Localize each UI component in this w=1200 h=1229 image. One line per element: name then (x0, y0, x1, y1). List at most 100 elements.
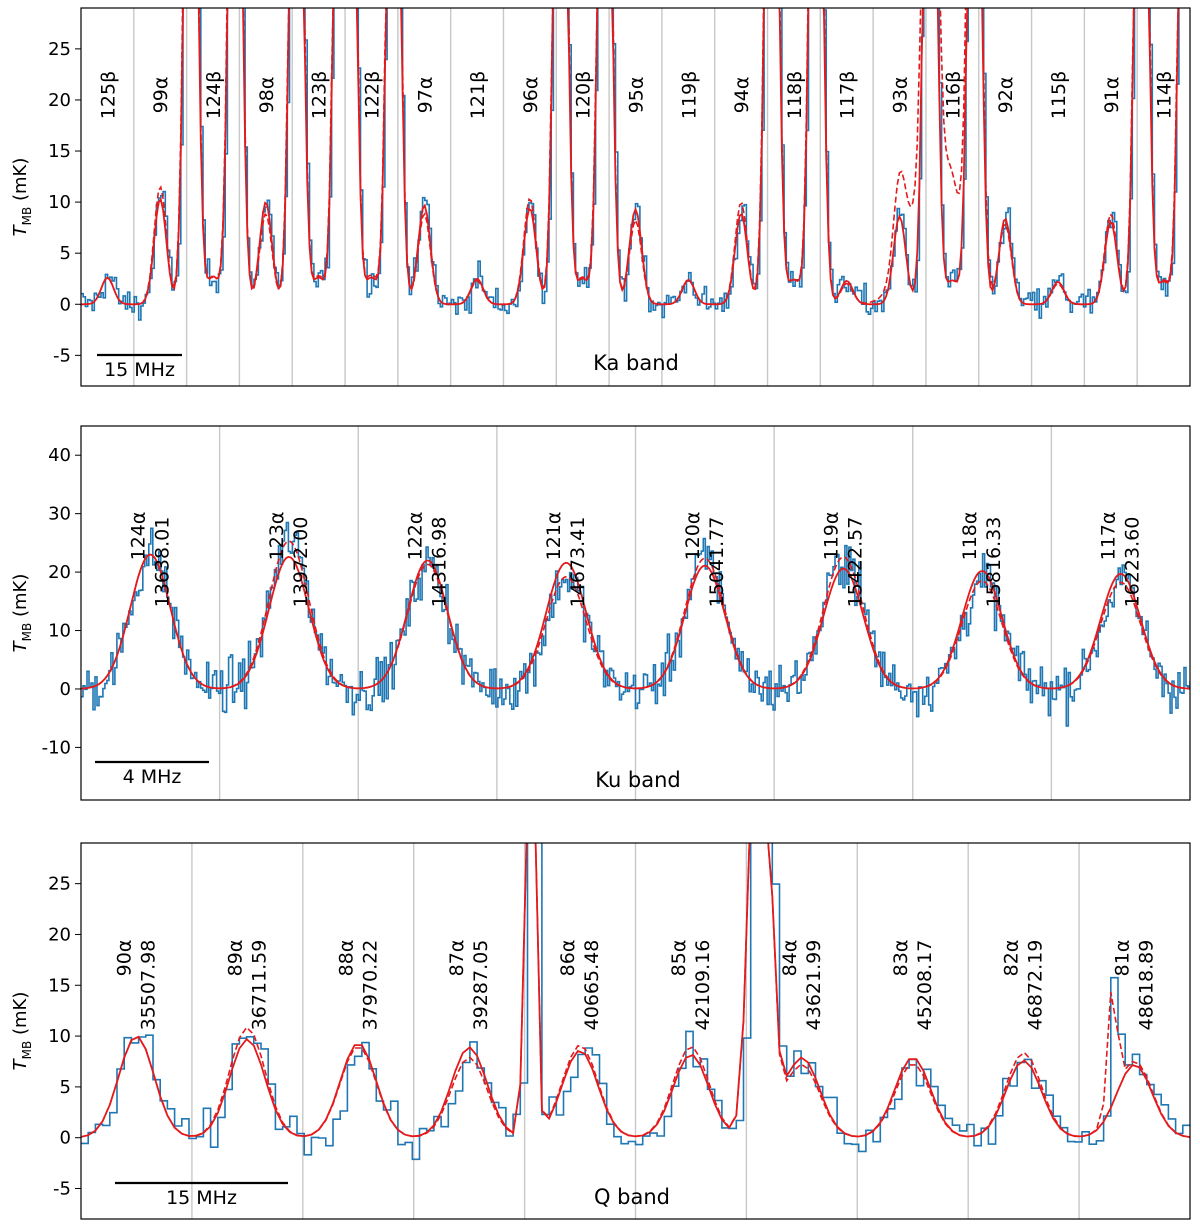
band-label: Ku band (595, 768, 681, 792)
line-label: 124β (203, 71, 225, 119)
line-frequency: 36711.59 (248, 940, 270, 1031)
observed-spectrum (81, 521, 1190, 727)
line-label: 121α (543, 512, 565, 561)
line-label: 89α (224, 940, 246, 977)
y-tick-label: 0 (60, 294, 71, 315)
y-axis-label-unit: (mK) (10, 574, 31, 623)
line-frequency: 13972.00 (290, 517, 312, 608)
line-label: 115β (1048, 71, 1070, 119)
line-label: 116β (942, 71, 964, 119)
line-label: 118α (959, 512, 981, 561)
y-tick-label: 0 (60, 679, 71, 700)
line-label: 86α (557, 940, 579, 977)
y-tick-label: 15 (48, 975, 71, 996)
y-axis-label-sub: MB (20, 623, 34, 642)
line-label: 117β (837, 71, 859, 119)
line-frequency: 13638.01 (151, 517, 173, 608)
line-frequency: 46872.19 (1025, 940, 1047, 1031)
line-frequency: 15041.77 (706, 517, 728, 608)
line-label: 90α (113, 940, 135, 977)
panel-ku-band: -10 0 10 20 30 40 TMB (mK) 124α 13638.01 123α 1397… (10, 425, 1191, 801)
line-label: 117α (1098, 512, 1120, 561)
y-tick-label: 25 (48, 39, 71, 60)
line-frequency: 45208.17 (914, 940, 936, 1031)
line-label: 95α (626, 77, 648, 114)
y-tick-label: 10 (48, 192, 71, 213)
model-rrl-solid (81, 553, 1190, 690)
line-label: 92α (995, 77, 1017, 114)
y-axis-label: TMB (mK) (10, 158, 34, 237)
y-axis-label-main: T (10, 1057, 31, 1070)
line-label: 122α (405, 512, 427, 561)
model-total-dashed (81, 8, 1179, 306)
y-axis-label-sub: MB (20, 1041, 34, 1060)
line-frequency: 40665.48 (581, 940, 603, 1031)
plot-frame (80, 425, 1191, 801)
line-frequency: 14316.98 (429, 517, 451, 608)
line-frequency: 48618.89 (1136, 940, 1158, 1031)
line-label: 118β (784, 71, 806, 119)
y-axis-label-main: T (10, 223, 31, 236)
line-label: 125β (97, 71, 119, 119)
line-label: 94α (731, 77, 753, 114)
y-tick-label: 20 (48, 924, 71, 945)
y-tick-label: 5 (60, 1077, 71, 1098)
line-frequency: 15422.57 (844, 517, 866, 608)
line-label: 119α (820, 512, 842, 561)
line-label: 98α (256, 77, 278, 114)
line-label: 122β (361, 71, 383, 119)
scale-bar-label: 15 MHz (104, 359, 175, 381)
line-label: 124α (127, 512, 149, 561)
line-frequency: 37970.22 (359, 940, 381, 1031)
line-label: 82α (1001, 940, 1023, 977)
y-tick-label: 20 (48, 562, 71, 583)
y-tick-label: -10 (42, 737, 71, 758)
y-tick-label: 40 (48, 445, 71, 466)
y-axis-label-unit: (mK) (10, 992, 31, 1041)
model-rrl-solid (81, 843, 1190, 1138)
line-label: 85α (668, 940, 690, 977)
line-label: 121β (467, 71, 489, 119)
line-label: 91α (1101, 77, 1123, 114)
y-tick-label: -5 (53, 1179, 71, 1200)
line-frequency: 35507.98 (137, 940, 159, 1031)
line-frequency: 14673.41 (567, 517, 589, 608)
y-axis-label: TMB (mK) (10, 992, 34, 1071)
y-tick-label: 10 (48, 621, 71, 642)
line-label: 87α (446, 940, 468, 977)
panel-q-band: -5 0 5 10 15 20 25 TMB (mK) 90α 35507.98 89α 36711.… (10, 842, 1191, 1220)
y-axis-label-unit: (mK) (10, 158, 31, 207)
line-label: 120β (573, 71, 595, 119)
band-label: Ka band (593, 351, 679, 375)
y-tick-label: 10 (48, 1026, 71, 1047)
line-label: 88α (335, 940, 357, 977)
line-label: 120α (682, 512, 704, 561)
plot-frame (80, 842, 1191, 1220)
y-tick-label: -5 (53, 345, 71, 366)
line-label: 83α (890, 940, 912, 977)
scale-bar-label: 15 MHz (166, 1187, 237, 1209)
y-axis-label: TMB (mK) (10, 574, 34, 653)
line-label: 97α (414, 77, 436, 114)
line-label: 81α (1112, 940, 1134, 977)
y-tick-label: 25 (48, 874, 71, 895)
y-axis-label-main: T (10, 639, 31, 652)
line-frequency: 15816.33 (983, 517, 1005, 608)
observed-spectrum (81, 8, 1180, 321)
scale-bar-label: 4 MHz (123, 766, 182, 788)
line-label: 123α (266, 512, 288, 561)
line-label: 84α (779, 940, 801, 977)
y-axis-label-sub: MB (20, 207, 34, 226)
y-tick-label: 0 (60, 1128, 71, 1149)
y-tick-label: 15 (48, 141, 71, 162)
line-frequency: 39287.05 (470, 940, 492, 1031)
line-label: 114β (1154, 71, 1176, 119)
model-rrl-solid (81, 8, 1180, 306)
line-frequency: 42109.16 (692, 940, 714, 1031)
line-label: 96α (520, 77, 542, 114)
line-label: 119β (678, 71, 700, 119)
line-label: 93α (890, 77, 912, 114)
y-tick-label: 30 (48, 504, 71, 525)
line-label: 99α (150, 77, 172, 114)
